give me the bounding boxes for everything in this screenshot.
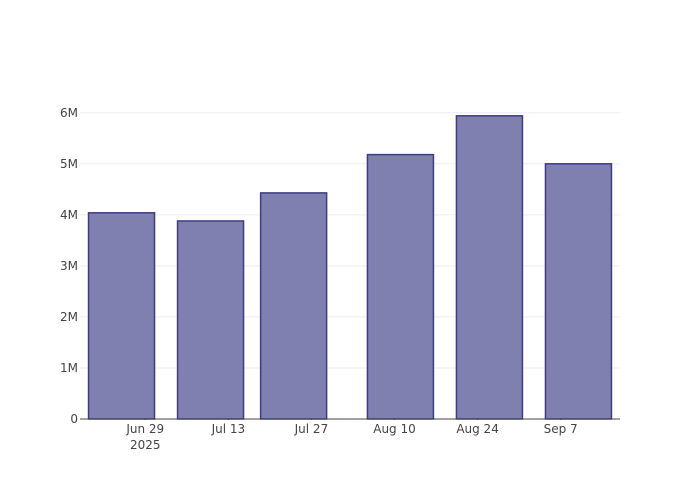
x-tick-label-line: Jun 29 (125, 422, 164, 436)
y-tick-label: 3M (60, 259, 78, 273)
bar (176, 220, 245, 420)
grid (80, 112, 620, 420)
bar (544, 163, 613, 420)
bar (259, 192, 328, 420)
y-tick-label: 0 (70, 412, 78, 426)
x-tick-label-line: 2025 (130, 438, 161, 452)
y-tick-label: 2M (60, 310, 78, 324)
x-tick-label-line: Jul 27 (294, 422, 329, 436)
x-tick-label-line: Jul 13 (211, 422, 246, 436)
x-tick-label-line: Sep 7 (544, 422, 578, 436)
x-tick-label: Jul 27 (294, 422, 329, 436)
x-tick-label: Jun 29 2025 (125, 422, 164, 452)
x-tick-label: Jul 13 (211, 422, 246, 436)
x-tick-label-line: Aug 24 (456, 422, 499, 436)
x-tick-label: Aug 10 (373, 422, 416, 436)
bar (455, 115, 524, 420)
x-tick-label: Sep 7 (544, 422, 578, 436)
x-tick-label: Aug 24 (456, 422, 499, 436)
y-tick-label: 6M (60, 106, 78, 120)
bar (87, 212, 156, 420)
y-tick-label: 4M (60, 208, 78, 222)
y-tick-label: 1M (60, 361, 78, 375)
y-tick-label: 5M (60, 157, 78, 171)
x-tick-label-line: Aug 10 (373, 422, 416, 436)
bar (366, 153, 435, 420)
